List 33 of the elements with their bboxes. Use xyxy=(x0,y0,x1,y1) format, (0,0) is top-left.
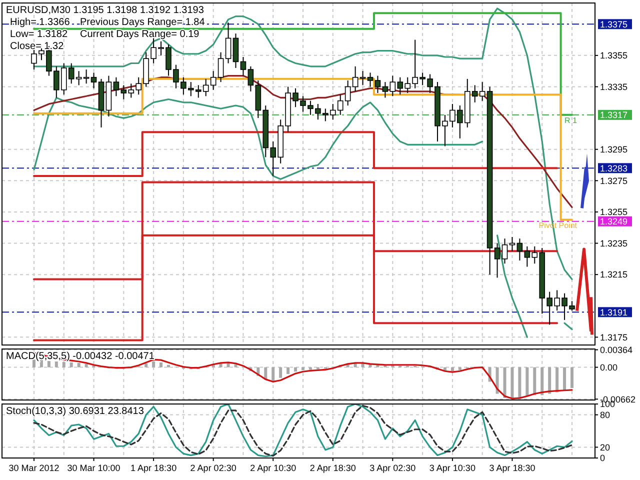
x-tick-label: 1 Apr 18:30 xyxy=(130,463,177,473)
y-tick-label: 1.3235 xyxy=(600,238,628,248)
ref-line-label: 1.3191 xyxy=(600,307,628,318)
ref-line-label: 1.3249 xyxy=(600,216,628,226)
y-tick-label: 1.3335 xyxy=(600,82,628,92)
y-tick-label: 0 xyxy=(600,453,606,464)
y-tick-label: 1.3355 xyxy=(600,50,628,61)
y-tick-label: 1.3175 xyxy=(600,332,628,342)
x-tick-label: 2 Apr 10:30 xyxy=(250,463,296,473)
series-label: R 1 xyxy=(564,116,578,125)
annotation: Current Days Range= 0.19 xyxy=(80,29,200,40)
ref-line-label: 1.3283 xyxy=(600,163,628,174)
chart-title: Stoch(10,3,3) 30.6931 23.8413 xyxy=(6,406,144,417)
annotation: Close= 1.32 xyxy=(10,41,64,52)
y-tick-label: 1.3215 xyxy=(600,270,628,280)
annotation: Low= 1.3182 xyxy=(10,29,68,40)
x-tick-label: 2 Apr 18:30 xyxy=(310,463,356,473)
ref-line-label: 1.3317 xyxy=(600,110,628,120)
y-tick-label: 1.3275 xyxy=(600,176,628,186)
y-tick-label: 0.00 xyxy=(600,362,618,372)
x-tick-label: 3 Apr 10:30 xyxy=(429,463,476,473)
y-tick-label: 0.00364 xyxy=(600,344,633,355)
y-tick-label: 1.3295 xyxy=(600,144,628,154)
y-tick-label: 80 xyxy=(600,410,610,420)
x-tick-label: 3 Apr 18:30 xyxy=(489,463,536,473)
x-tick-label: 2 Apr 02:30 xyxy=(190,463,236,473)
x-tick-label: 30 Mar 10:00 xyxy=(67,463,120,473)
x-tick-label: 30 Mar 2012 xyxy=(8,463,60,473)
x-tick-label: 3 Apr 02:30 xyxy=(370,463,416,473)
ref-line-label: 1.3375 xyxy=(600,19,628,30)
chart-title: EURUSD,M30 1.3195 1.3198 1.3192 1.3193 xyxy=(6,5,204,16)
y-tick-label: 1.3255 xyxy=(600,207,628,218)
y-tick-label: 20 xyxy=(600,442,610,452)
